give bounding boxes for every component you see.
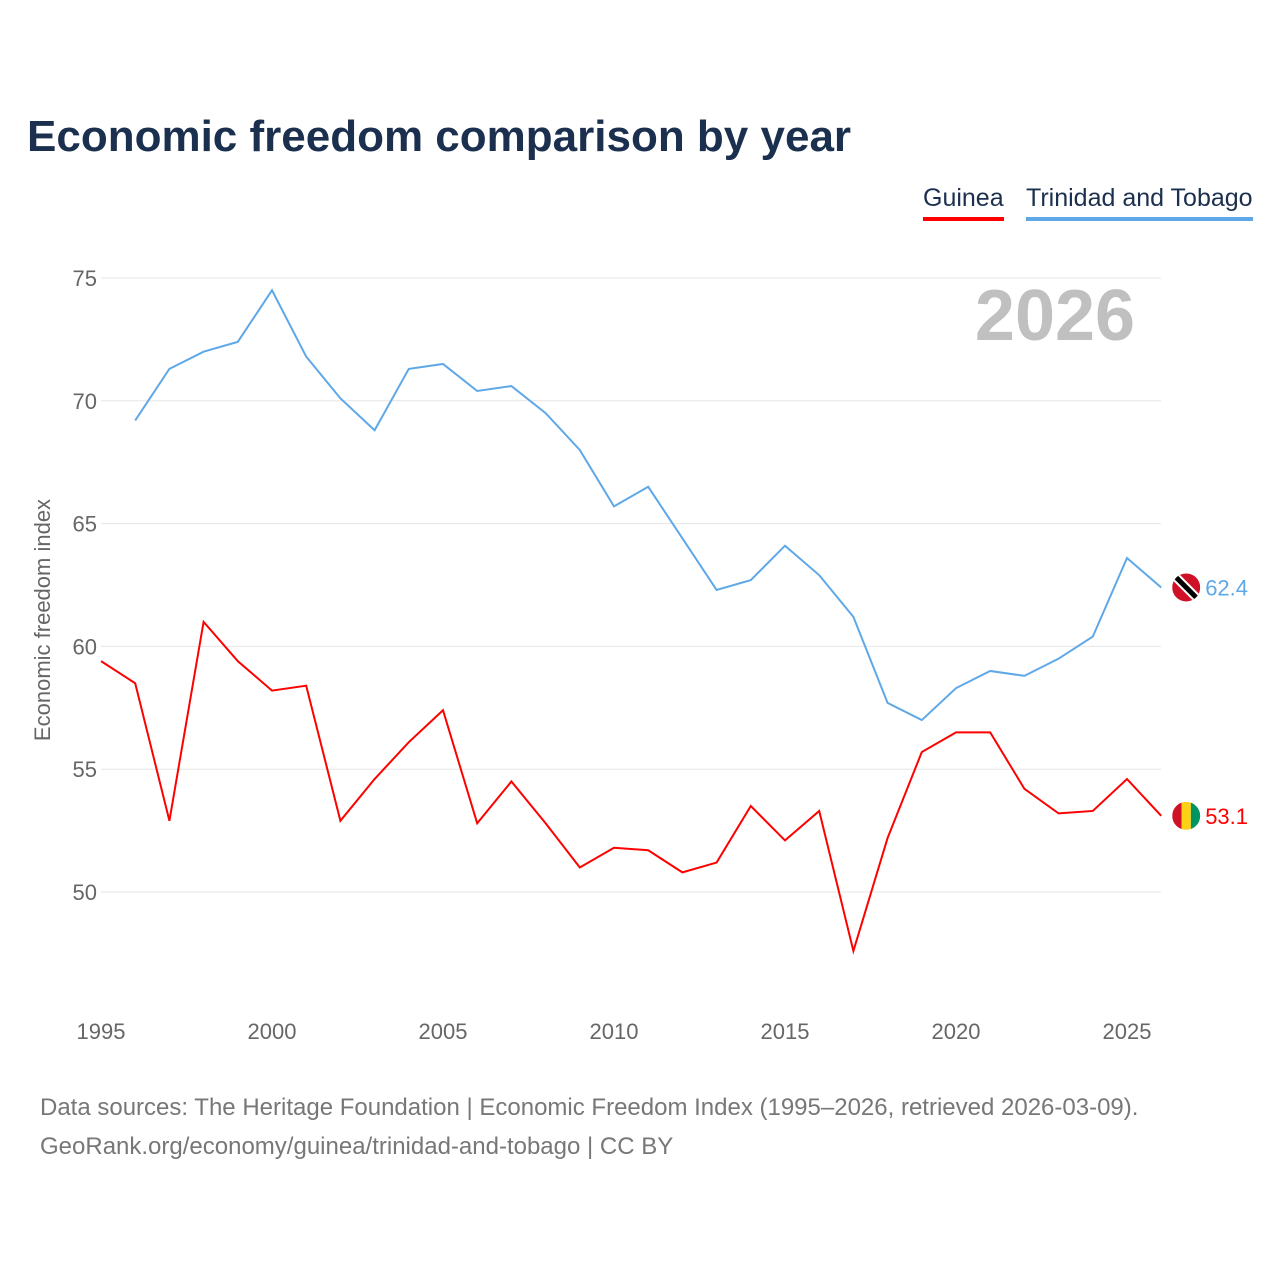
y-tick-label: 50 bbox=[73, 880, 97, 905]
x-tick-label: 2000 bbox=[248, 1019, 297, 1044]
x-tick-label: 2005 bbox=[419, 1019, 468, 1044]
x-tick-label: 2025 bbox=[1103, 1019, 1152, 1044]
x-tick-label: 2015 bbox=[761, 1019, 810, 1044]
y-tick-label: 70 bbox=[73, 389, 97, 414]
source-note: Data sources: The Heritage Foundation | … bbox=[40, 1088, 1138, 1166]
y-tick-label: 60 bbox=[73, 634, 97, 659]
page-title: Economic freedom comparison by year bbox=[27, 112, 852, 161]
legend-trinidad-and-tobago[interactable]: Trinidad and Tobago bbox=[1026, 184, 1253, 221]
y-tick-label: 75 bbox=[73, 266, 97, 291]
year-watermark: 2026 bbox=[975, 276, 1135, 356]
x-tick-label: 2010 bbox=[590, 1019, 639, 1044]
guinea-flag-icon bbox=[1172, 801, 1201, 830]
y-tick-label: 65 bbox=[73, 512, 97, 537]
source-line-2[interactable]: GeoRank.org/economy/guinea/trinidad-and-… bbox=[40, 1133, 674, 1160]
series-line-0 bbox=[100, 619, 1162, 955]
source-line-1: Data sources: The Heritage Foundation | … bbox=[40, 1094, 1139, 1121]
x-tick-label: 1995 bbox=[77, 1019, 126, 1044]
x-tick-label: 2020 bbox=[932, 1019, 981, 1044]
end-value-label: 53.1 bbox=[1205, 804, 1248, 829]
trinidad-flag-icon bbox=[1172, 573, 1201, 602]
y-tick-label: 55 bbox=[73, 757, 97, 782]
y-axis-label: Economic freedom index bbox=[30, 499, 55, 741]
line-chart: 50 55 60 65 70 75 1995 2000 2005 2010 2015 2020 2025… bbox=[30, 266, 1248, 1044]
series-line-1 bbox=[134, 288, 1162, 722]
legend-guinea[interactable]: Guinea bbox=[923, 184, 1004, 221]
end-value-label: 62.4 bbox=[1205, 575, 1248, 600]
